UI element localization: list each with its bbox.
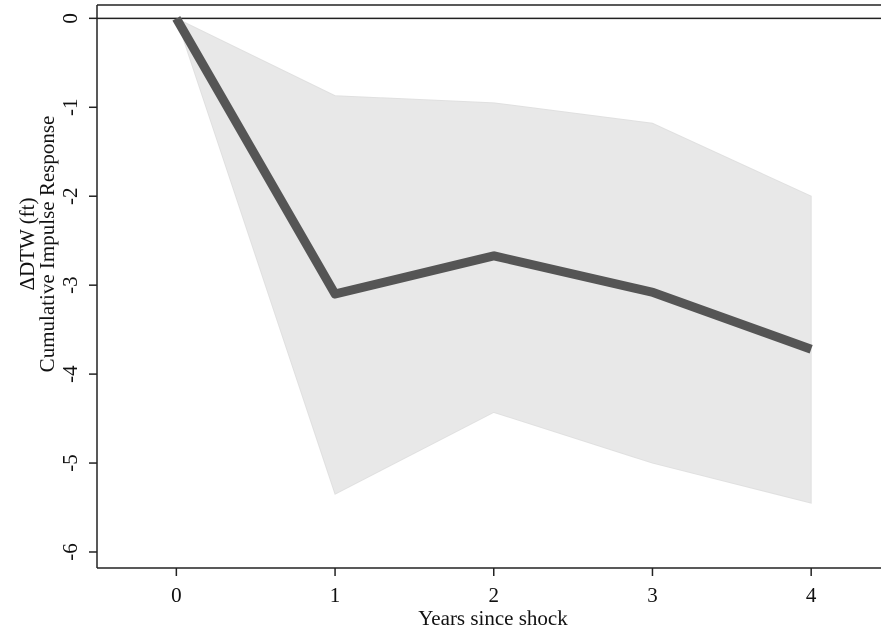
y-tick-label: -3: [58, 276, 82, 294]
line: [172, 16, 813, 354]
x-tick-label: 1: [330, 583, 341, 607]
y-tick-label: 0: [58, 13, 82, 24]
y-tick-label: -2: [58, 187, 82, 205]
y-tick-label: -5: [58, 454, 82, 472]
x-tick-label: 2: [489, 583, 500, 607]
y-tick-label: -1: [58, 99, 82, 117]
x-tick-label: 4: [806, 583, 817, 607]
y-tick-label: -4: [58, 365, 82, 383]
y-tick-label: -6: [58, 543, 82, 561]
x-tick-label: 3: [647, 583, 658, 607]
confidence-band: [175, 17, 812, 504]
x-tick-label: 0: [171, 583, 182, 607]
x-axis-label: Years since shock: [418, 606, 568, 630]
y-axis-label: Cumulative Impulse Response: [35, 116, 59, 373]
y-axis-label: ΔDTW (ft): [15, 197, 39, 290]
